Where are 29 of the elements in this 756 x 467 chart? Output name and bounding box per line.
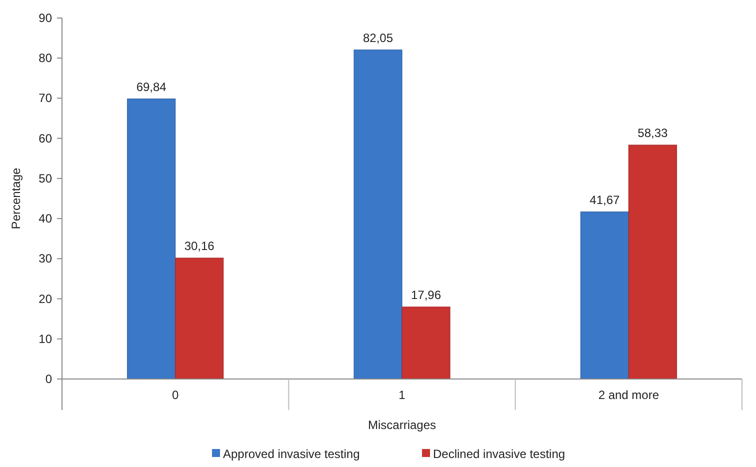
y-tick-label: 90 <box>38 11 52 25</box>
data-label: 30,16 <box>184 239 215 254</box>
bar <box>354 50 402 380</box>
data-label: 17,96 <box>410 288 442 302</box>
x-tick-label: 1 <box>398 388 406 402</box>
y-tick-label: 0 <box>45 372 52 386</box>
data-label: 82,05 <box>362 30 394 45</box>
bar <box>580 212 629 380</box>
bar <box>402 306 450 380</box>
y-tick-label: 40 <box>38 212 52 226</box>
y-tick-label: 30 <box>38 252 52 266</box>
y-tick-label: 60 <box>38 131 52 146</box>
x-tick-label: 2 and more <box>598 388 660 402</box>
bar <box>127 98 176 380</box>
y-axis-title: Percentage <box>9 167 23 230</box>
legend-label: Declined invasive testing <box>433 447 566 461</box>
bar <box>175 258 224 380</box>
legend-label: Approved invasive testing <box>223 447 360 461</box>
data-label: 41,67 <box>590 192 620 207</box>
bar <box>628 144 677 380</box>
y-tick-label: 70 <box>38 91 52 106</box>
y-tick-label: 80 <box>38 51 52 66</box>
y-tick-label: 50 <box>38 171 52 186</box>
y-tick-label: 10 <box>38 332 52 346</box>
y-tick-label: 20 <box>38 292 52 306</box>
data-label: 58,33 <box>638 126 668 140</box>
x-tick-label: 0 <box>172 388 179 402</box>
x-axis-title: Miscarriages <box>368 418 436 432</box>
data-label: 69,84 <box>136 80 167 94</box>
